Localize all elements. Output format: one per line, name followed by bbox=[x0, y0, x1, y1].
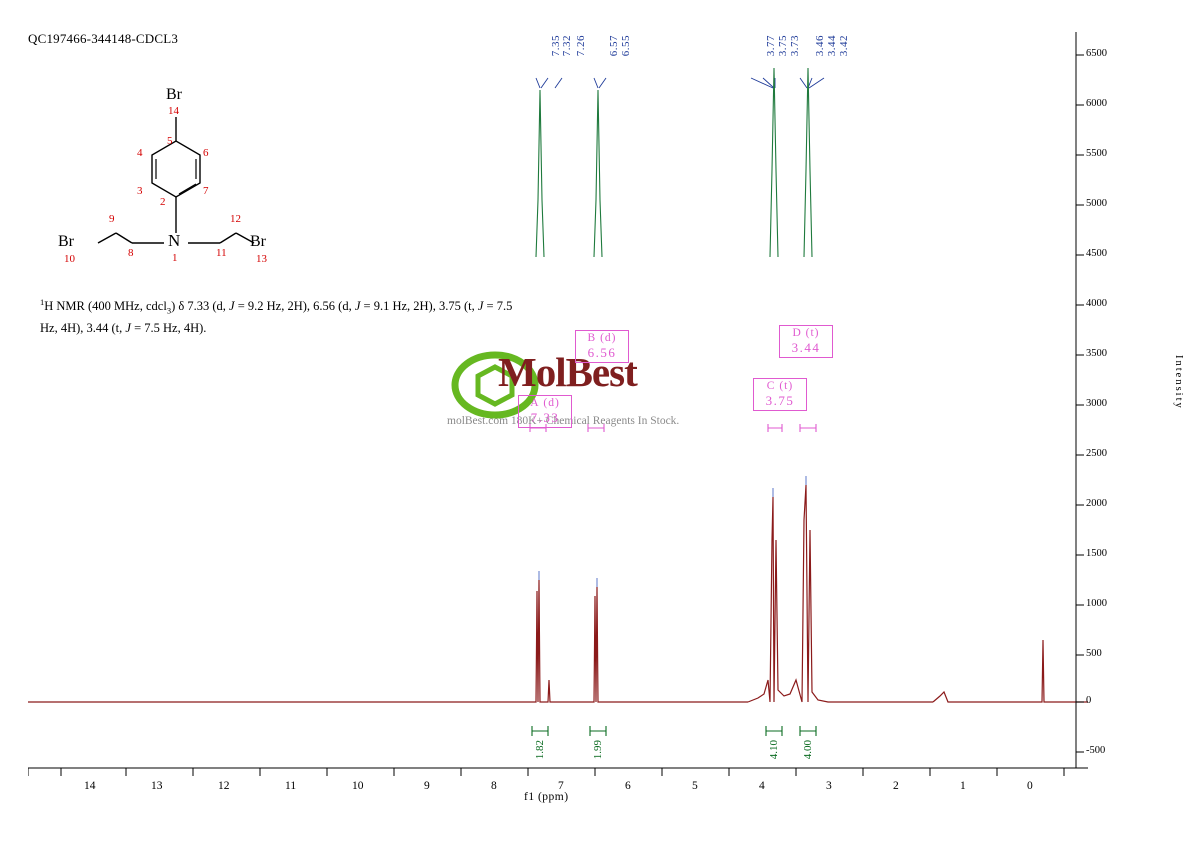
x-tick-2: 2 bbox=[893, 780, 899, 792]
y-tick-4500: 4500 bbox=[1086, 248, 1107, 259]
nmr-text-seg6: = 7.5 Hz, 4H). bbox=[130, 320, 207, 335]
y-axis-title: Intensity bbox=[1173, 355, 1184, 410]
sample-id-label: QC197466-344148-CDCL3 bbox=[28, 31, 179, 46]
x-tick-8: 8 bbox=[491, 780, 497, 792]
y-tick-4000: 4000 bbox=[1086, 298, 1107, 309]
integral-label-b: 1.99 bbox=[592, 740, 604, 760]
nmr-j-2: J bbox=[354, 299, 361, 314]
atom-label-n: N bbox=[168, 231, 181, 250]
nmr-text-seg5: Hz, 4H), 3.44 (t, bbox=[40, 320, 126, 335]
multiplet-box-b[interactable]: B (d) 6.56 bbox=[575, 330, 629, 363]
y-tick-3500: 3500 bbox=[1086, 348, 1107, 359]
x-tick-0: 0 bbox=[1027, 780, 1033, 792]
x-tick-13: 13 bbox=[151, 780, 163, 792]
y-tick-neg500: -500 bbox=[1086, 745, 1106, 756]
atom-index-7: 7 bbox=[203, 185, 209, 197]
y-tick-6500: 6500 bbox=[1086, 48, 1107, 59]
nmr-assignment-text: 1H NMR (400 MHz, cdcl3) δ 7.33 (d, J = 9… bbox=[40, 294, 560, 337]
x-tick-6: 6 bbox=[625, 780, 631, 792]
multiplet-box-c[interactable]: C (t) 3.75 bbox=[753, 378, 807, 411]
x-tick-7: 7 bbox=[558, 780, 564, 792]
y-tick-1000: 1000 bbox=[1086, 598, 1107, 609]
y-tick-0: 0 bbox=[1086, 695, 1092, 706]
y-tick-500: 500 bbox=[1086, 648, 1102, 659]
nmr-spectrum-plot: 7.35 7.32 7.26 6.57 6.55 3.77 3.75 3.73 … bbox=[28, 20, 1107, 792]
nmr-superscript-1: 1 bbox=[40, 297, 45, 307]
atom-label-br-left: Br bbox=[58, 233, 74, 250]
atom-index-5: 5 bbox=[167, 135, 173, 147]
atom-index-4: 4 bbox=[137, 147, 143, 159]
y-tick-2000: 2000 bbox=[1086, 498, 1107, 509]
nmr-text-seg0: H NMR (400 MHz, cdcl bbox=[44, 299, 167, 314]
x-tick-9: 9 bbox=[424, 780, 430, 792]
nmr-j-1: J bbox=[229, 299, 235, 314]
nmr-text-seg1: ) δ 7.33 (d, bbox=[171, 299, 230, 314]
x-tick-14: 14 bbox=[84, 780, 96, 792]
atom-index-9: 9 bbox=[109, 213, 115, 225]
atom-index-6: 6 bbox=[203, 147, 209, 159]
x-axis-title: f1 (ppm) bbox=[524, 791, 569, 803]
x-tick-10: 10 bbox=[352, 780, 364, 792]
watermark-tagline: molBest.com 180K+ Chemical Reagents In S… bbox=[447, 415, 680, 427]
y-tick-2500: 2500 bbox=[1086, 448, 1107, 459]
nmr-text-seg3: = 9.1 Hz, 2H), 3.75 (t, bbox=[360, 299, 478, 314]
watermark-brand: MolBest bbox=[498, 349, 638, 395]
atom-index-12: 12 bbox=[230, 213, 241, 225]
atom-index-2: 2 bbox=[160, 196, 166, 208]
atom-index-13: 13 bbox=[256, 253, 267, 265]
y-tick-5000: 5000 bbox=[1086, 198, 1107, 209]
y-tick-1500: 1500 bbox=[1086, 548, 1107, 559]
x-tick-5: 5 bbox=[692, 780, 698, 792]
atom-index-3: 3 bbox=[137, 185, 143, 197]
y-tick-6000: 6000 bbox=[1086, 98, 1107, 109]
y-tick-3000: 3000 bbox=[1086, 398, 1107, 409]
nmr-text-seg4: = 7.5 bbox=[483, 299, 513, 314]
atom-label-br-right: Br bbox=[250, 233, 266, 250]
x-tick-12: 12 bbox=[218, 780, 230, 792]
nmr-subscript-3: 3 bbox=[166, 305, 172, 316]
nmr-j-3: J bbox=[477, 299, 484, 314]
x-tick-11: 11 bbox=[285, 780, 297, 792]
integral-label-d: 4.00 bbox=[802, 740, 814, 760]
integral-label-c: 4.10 bbox=[768, 740, 780, 760]
nmr-text-seg2: = 9.2 Hz, 2H), 6.56 (d, bbox=[234, 299, 355, 314]
nmr-j-4: J bbox=[125, 320, 131, 335]
x-tick-1: 1 bbox=[960, 780, 966, 792]
atom-index-8: 8 bbox=[128, 247, 134, 259]
atom-index-10: 10 bbox=[64, 253, 75, 265]
multiplet-box-a[interactable]: A (d) 7.33 bbox=[518, 395, 572, 428]
molecule-structure: Br 14 5 4 6 3 7 2 N 1 9 8 11 12 Br 10 Br… bbox=[20, 55, 320, 265]
atom-index-1: 1 bbox=[172, 252, 178, 264]
watermark-logo bbox=[447, 345, 747, 435]
x-tick-3: 3 bbox=[826, 780, 832, 792]
y-tick-5500: 5500 bbox=[1086, 148, 1107, 159]
atom-index-14: 14 bbox=[168, 105, 179, 117]
atom-label-br-top: Br bbox=[166, 86, 182, 103]
multiplet-box-d[interactable]: D (t) 3.44 bbox=[779, 325, 833, 358]
integral-label-a: 1.82 bbox=[534, 740, 546, 760]
atom-index-11: 11 bbox=[216, 247, 227, 259]
x-tick-4: 4 bbox=[759, 780, 765, 792]
